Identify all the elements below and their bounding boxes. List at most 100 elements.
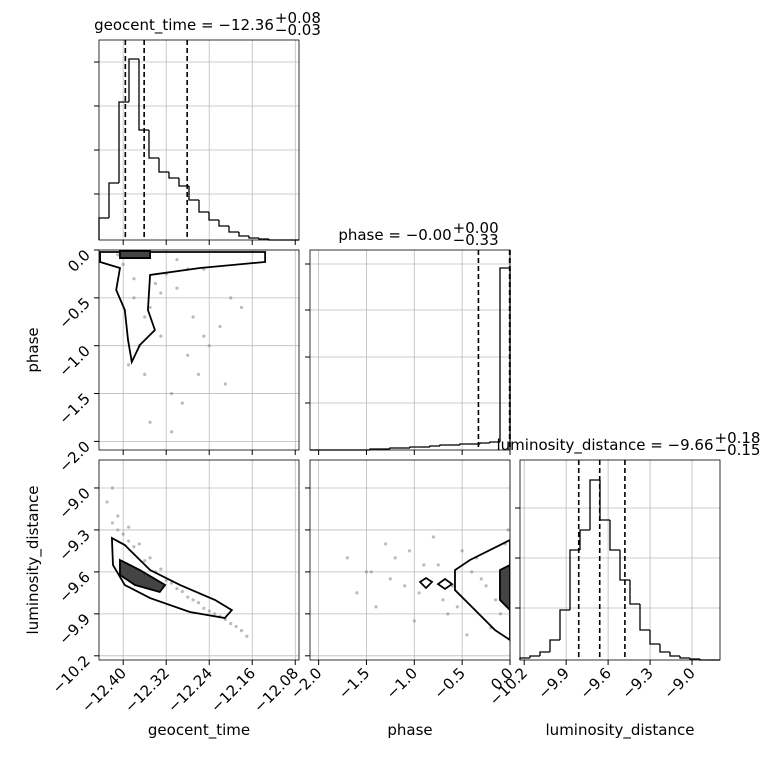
histogram-bin (138, 59, 149, 131)
histogram-bin (389, 447, 400, 449)
histogram-bin (619, 550, 630, 581)
sample-point (364, 570, 369, 574)
x-tick-label: −1.0 (383, 664, 421, 702)
sample-point (148, 305, 152, 310)
sample-point (393, 556, 397, 560)
histogram-bin (629, 580, 640, 605)
x-tick-label: −12.32 (121, 664, 173, 716)
sample-point (498, 612, 503, 616)
panel-title-main: phase = −0.00 (338, 226, 451, 244)
y-tick-label: −9.9 (55, 610, 93, 648)
histogram-bin (168, 172, 179, 179)
histogram-bin (238, 232, 249, 237)
panel-title-upper: +0.00 (453, 219, 499, 237)
x-tick-label: −12.16 (207, 664, 259, 716)
y-axis-label: luminosity_distance (24, 486, 43, 635)
sample-point (116, 253, 120, 257)
sample-point (388, 577, 392, 581)
y-tick-label: −10.2 (49, 652, 94, 697)
sample-point (132, 296, 136, 300)
sample-point (175, 257, 179, 262)
sample-point (121, 262, 125, 266)
x-tick-label: −9.9 (534, 664, 572, 702)
histogram-bin (98, 217, 109, 240)
sample-point (116, 528, 120, 532)
histogram-bin (679, 656, 690, 659)
panel-title-main: geocent_time = −12.36 (94, 16, 274, 35)
sample-point (191, 315, 195, 319)
sample-point (132, 545, 136, 549)
histogram-bin (148, 130, 159, 159)
panel-title: phase = −0.00 (338, 226, 451, 244)
sample-point (417, 591, 421, 595)
panel-title-upper: +0.18 (715, 429, 760, 447)
histogram-bin (669, 652, 680, 657)
x-tick-label: −12.24 (164, 664, 216, 716)
histogram-bin (499, 267, 511, 450)
histogram-bin (659, 644, 670, 653)
sample-point (169, 581, 174, 585)
panel-frame (309, 249, 511, 451)
sample-point (169, 430, 174, 434)
sample-point (355, 591, 359, 595)
sample-point (180, 401, 184, 405)
sample-point (132, 277, 136, 281)
panel-title-lower: −0.33 (453, 231, 499, 249)
y-tick-label: −9.3 (55, 526, 93, 564)
panel-frame (309, 459, 511, 661)
contour (119, 558, 167, 594)
histogram-bin (128, 58, 139, 102)
histogram-bin (208, 212, 219, 221)
contour (119, 250, 151, 259)
histogram-bin (118, 101, 129, 183)
sample-point (239, 305, 244, 310)
y-tick-label: −9.6 (55, 568, 93, 606)
contour (418, 576, 434, 590)
contour (499, 564, 510, 612)
sample-point (229, 296, 233, 300)
histogram-bin (258, 238, 269, 240)
sample-point (180, 589, 184, 594)
histogram-bin (549, 639, 560, 652)
x-tick-label: −1.5 (335, 664, 373, 702)
sample-point (218, 324, 222, 329)
histogram-bin (689, 658, 700, 660)
panel-title-upper: +0.08 (275, 9, 321, 27)
sample-point (186, 353, 190, 357)
sample-point (234, 624, 238, 629)
panel-title-lower: −0.15 (715, 441, 760, 459)
sample-point (116, 514, 120, 518)
sample-point (470, 570, 474, 574)
y-tick-label: 0.0 (64, 246, 94, 276)
sample-point (436, 563, 440, 567)
sample-point (245, 634, 249, 638)
panel-data (345, 528, 510, 642)
contour (436, 577, 454, 591)
sample-point (143, 559, 147, 563)
panel-frame (98, 249, 300, 451)
y-tick-label: −1.0 (55, 342, 93, 380)
sample-point (175, 587, 179, 591)
sample-point (202, 334, 206, 338)
histogram-bin (108, 182, 119, 218)
sample-point (126, 363, 131, 367)
sample-point (159, 567, 163, 571)
panel-frame (519, 459, 721, 661)
histogram-bin (589, 479, 600, 530)
sample-point (153, 281, 158, 286)
sample-point (191, 598, 195, 602)
contour (454, 538, 510, 642)
sample-point (175, 286, 179, 290)
panel-data (105, 486, 249, 638)
panel-title-main: luminosity_distance = −9.66 (496, 436, 713, 455)
sample-point (383, 542, 388, 546)
x-axis-label: phase (387, 721, 432, 739)
panel-title: geocent_time = −12.36 (94, 16, 274, 35)
sample-point (494, 598, 498, 602)
sample-point (212, 612, 217, 616)
y-tick-label: −2.0 (55, 437, 93, 475)
histogram-bin (429, 445, 440, 447)
panel-data (99, 250, 267, 434)
x-axis-label: geocent_time (148, 721, 250, 740)
